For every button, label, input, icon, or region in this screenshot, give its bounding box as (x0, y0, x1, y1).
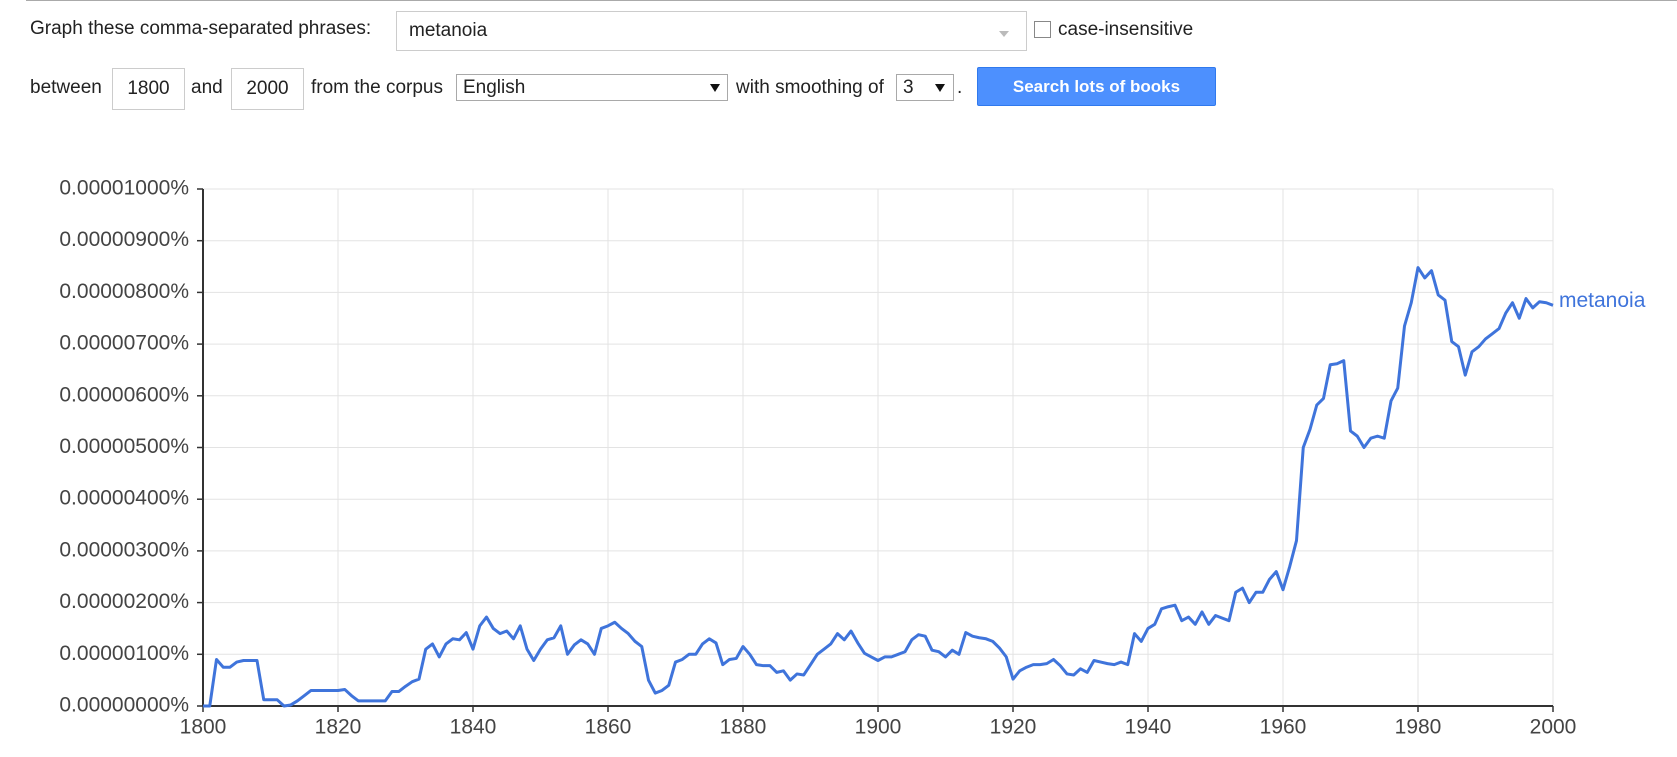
corpus-value: English (463, 77, 526, 98)
between-label: between (30, 77, 102, 98)
y-tick-label: 0.00000900% (59, 228, 189, 251)
corpus-label: from the corpus (311, 77, 443, 98)
phrases-arrow (999, 31, 1009, 37)
phrases-input[interactable]: metanoia (396, 11, 1027, 51)
search-button-label: Search lots of books (1012, 77, 1181, 96)
series-label: metanoia (1559, 289, 1646, 312)
y-tick-label: 0.00000100% (59, 642, 189, 665)
x-tick-label: 1840 (450, 716, 497, 739)
corpus-arrow (710, 84, 720, 92)
smoothing-arrow (935, 84, 945, 92)
x-tick-label: 1800 (180, 716, 227, 739)
top-rule (26, 0, 1677, 1)
smoothing-label: with smoothing of (736, 77, 884, 98)
x-tick-label: 1900 (855, 716, 902, 739)
x-tick-label: 1820 (315, 716, 362, 739)
x-tick-label: 1880 (720, 716, 767, 739)
corpus-select[interactable]: English (456, 74, 728, 101)
x-tick-label: 1920 (990, 716, 1037, 739)
period: . (957, 77, 963, 98)
y-tick-label: 0.00001000% (59, 177, 189, 200)
y-tick-label: 0.00000700% (59, 332, 189, 355)
x-tick-label: 1960 (1260, 716, 1307, 739)
start-year: 1800 (127, 78, 170, 99)
x-tick-label: 1860 (585, 716, 632, 739)
smoothing-select[interactable]: 3 (896, 74, 954, 101)
x-tick-label: 2000 (1530, 716, 1577, 739)
end-year-input[interactable]: 2000 (231, 68, 304, 110)
and-label: and (191, 77, 223, 98)
x-tick-label: 1980 (1395, 716, 1442, 739)
end-year: 2000 (246, 78, 289, 99)
phrases-label: Graph these comma-separated phrases: (30, 18, 372, 39)
phrases-value: metanoia (409, 20, 488, 41)
y-tick-label: 0.00000800% (59, 280, 189, 303)
search-button[interactable]: Search lots of books (977, 67, 1216, 106)
case-label: case-insensitive (1058, 19, 1194, 40)
start-year-input[interactable]: 1800 (112, 68, 185, 110)
smoothing-value: 3 (903, 77, 914, 98)
y-tick-label: 0.00000000% (59, 694, 189, 717)
case-checkbox[interactable] (1034, 21, 1051, 38)
y-tick-label: 0.00000600% (59, 383, 189, 406)
y-tick-label: 0.00000300% (59, 538, 189, 561)
y-tick-label: 0.00000400% (59, 487, 189, 510)
x-tick-label: 1940 (1125, 716, 1172, 739)
series-line (203, 266, 1554, 708)
y-tick-label: 0.00000200% (59, 590, 189, 613)
y-tick-label: 0.00000500% (59, 435, 189, 458)
